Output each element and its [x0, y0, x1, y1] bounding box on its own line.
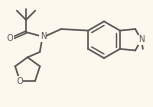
- Text: O: O: [7, 34, 13, 43]
- Text: O: O: [16, 77, 23, 86]
- Text: N: N: [138, 35, 145, 44]
- Text: N: N: [40, 32, 46, 41]
